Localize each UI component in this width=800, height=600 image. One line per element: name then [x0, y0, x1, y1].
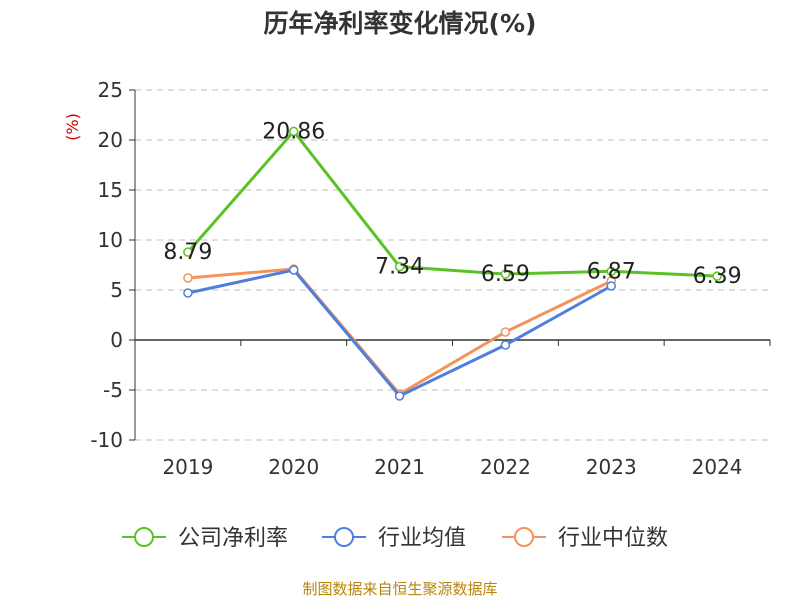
chart-title: 历年净利率变化情况(%) [263, 9, 537, 38]
data-point [289, 265, 299, 275]
x-tick-label: 2021 [374, 455, 425, 479]
y-axis-title: (%) [63, 113, 82, 141]
y-tick-label: 25 [98, 78, 123, 102]
x-tick-label: 2024 [692, 455, 743, 479]
data-point [394, 261, 405, 272]
data-point [606, 266, 616, 277]
series-line [187, 268, 612, 398]
x-tick-label: 2022 [480, 455, 531, 479]
data-point [289, 126, 299, 137]
y-tick-label: 10 [98, 228, 123, 252]
data-label: 6.39 [693, 264, 742, 289]
data-point [394, 391, 405, 401]
y-tick-label: -10 [90, 428, 123, 452]
axis-layer: 25 20 15 10 5 0 -5 -10 (%) 2019 2020 2021 2022 2023 20… [63, 78, 771, 479]
data-label-layer: 8.79 20.86 7.34 6.59 6.87 6.39 [163, 119, 741, 289]
series-layer [183, 126, 722, 401]
data-label: 8.79 [163, 240, 212, 265]
data-point [183, 247, 193, 257]
legend-marker [334, 527, 354, 547]
y-tick-label: 20 [98, 128, 123, 152]
data-point [500, 340, 511, 350]
legend-item: 行业均值 [322, 526, 466, 551]
data-point [183, 288, 193, 298]
y-tick-label: -5 [103, 378, 123, 402]
x-tick-label: 2019 [162, 455, 213, 479]
series-line [186, 129, 718, 278]
x-tick-label: 2020 [268, 455, 319, 479]
legend-label: 行业均值 [378, 526, 466, 551]
legend-label: 行业中位数 [558, 526, 668, 551]
legend-item: 行业中位数 [502, 526, 668, 551]
x-tick-label: 2023 [586, 455, 637, 479]
grid-layer [135, 89, 770, 441]
legend-item: 公司净利率 [122, 526, 288, 551]
legend-marker [134, 527, 154, 547]
data-point [500, 327, 511, 337]
legend: 公司净利率 行业均值 行业中位数 [122, 526, 668, 551]
data-label: 7.34 [375, 255, 424, 280]
data-point [606, 281, 616, 291]
data-point [500, 269, 511, 279]
legend-marker [514, 527, 534, 547]
data-label: 6.59 [481, 262, 530, 287]
data-point [712, 271, 722, 281]
series-line [187, 267, 612, 396]
y-tick-label: 0 [110, 328, 123, 352]
legend-label: 公司净利率 [178, 526, 288, 551]
data-label: 20.86 [262, 119, 325, 144]
data-label: 6.87 [587, 259, 636, 284]
y-tick-label: 15 [98, 178, 123, 202]
y-tick-label: 5 [110, 278, 123, 302]
data-point [183, 273, 193, 283]
source-note: 制图数据来自恒生聚源数据库 [302, 580, 498, 598]
